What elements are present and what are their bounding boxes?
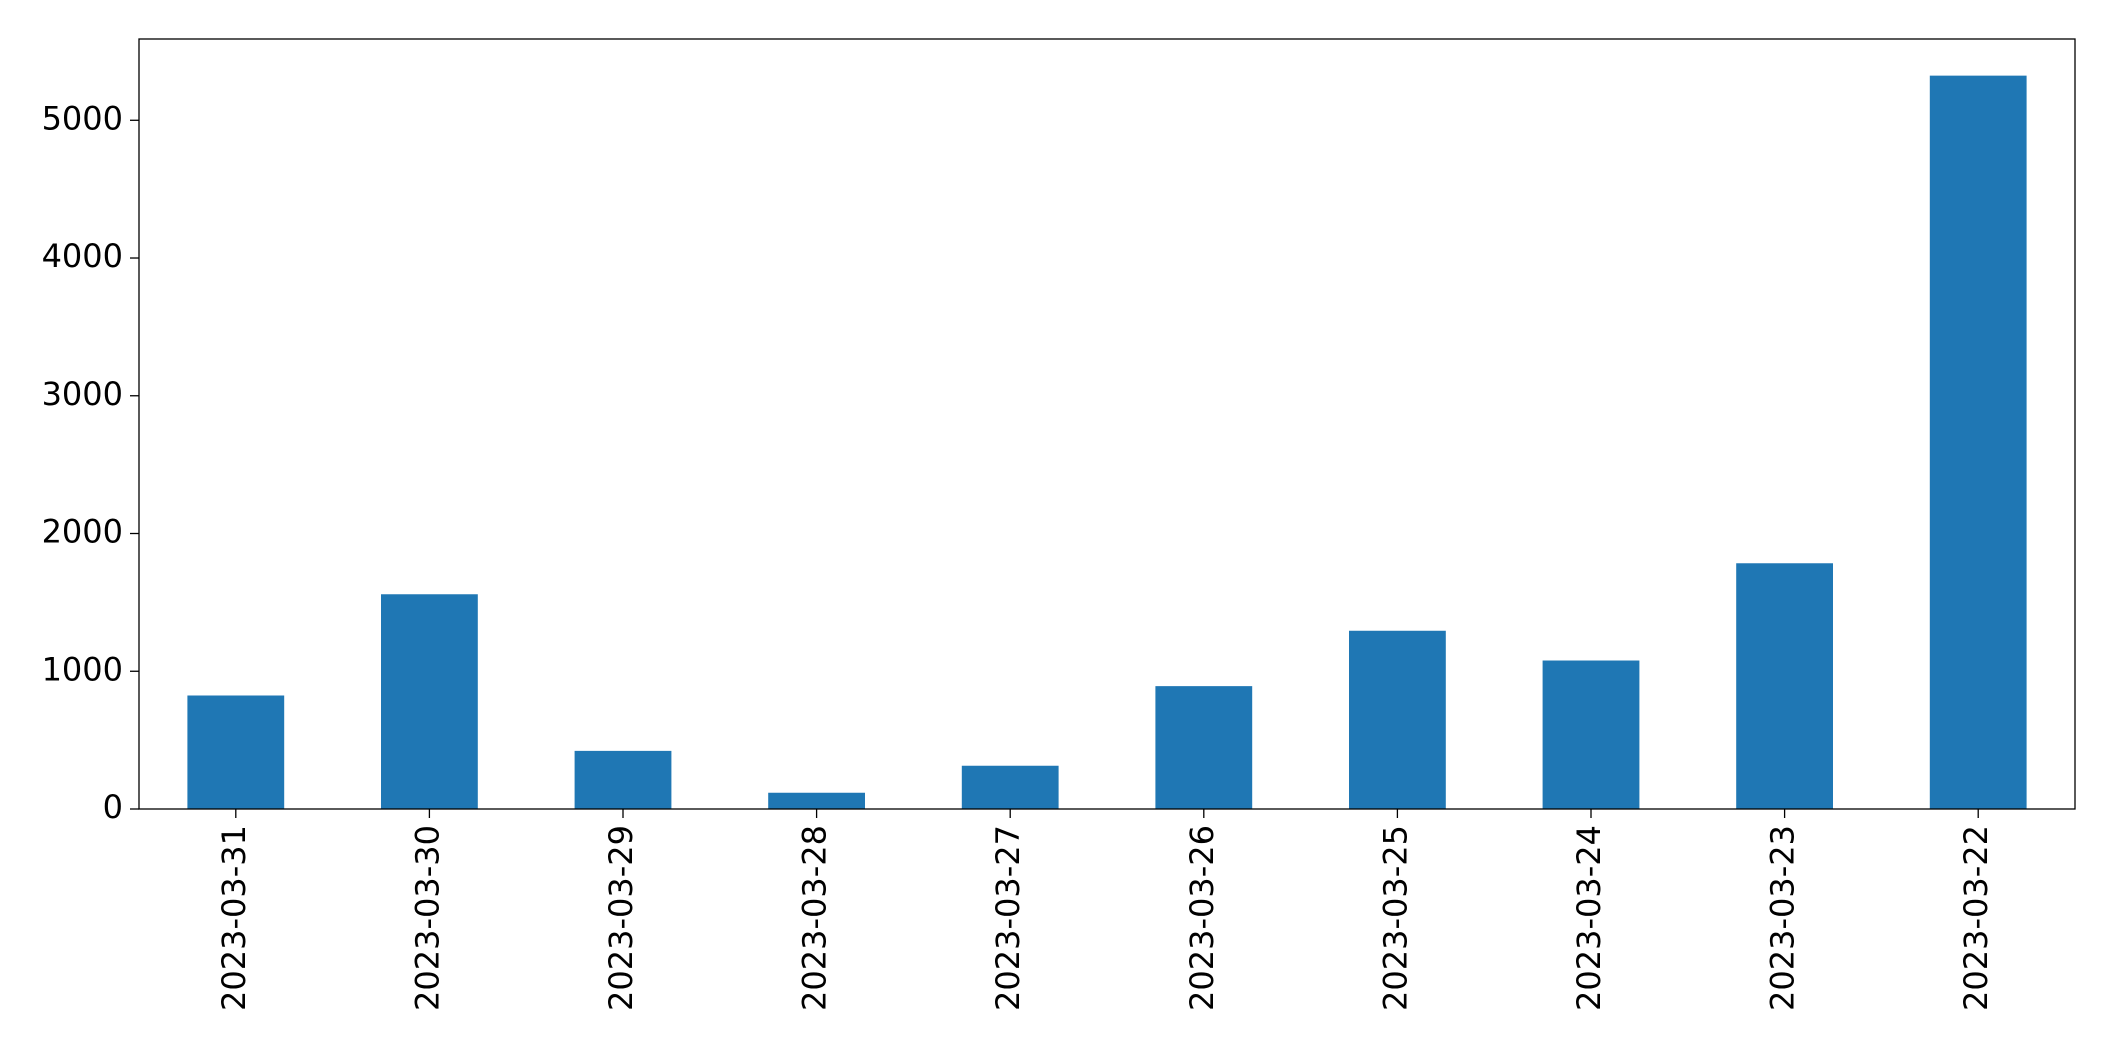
y-tick-label: 4000 bbox=[42, 237, 123, 275]
bar bbox=[1736, 563, 1833, 809]
axes-frame bbox=[138, 38, 2076, 810]
bar bbox=[768, 792, 865, 809]
x-tick-label: 2023-03-26 bbox=[1183, 825, 1221, 1011]
y-tick-label: 2000 bbox=[42, 513, 123, 551]
x-tick-label: 2023-03-23 bbox=[1764, 825, 1802, 1011]
bar bbox=[1155, 686, 1253, 809]
y-tick-label: 5000 bbox=[42, 99, 123, 137]
x-tick-label: 2023-03-25 bbox=[1376, 825, 1414, 1011]
bar bbox=[187, 695, 285, 809]
x-tick-label: 2023-03-29 bbox=[602, 825, 640, 1011]
x-tick-label: 2023-03-27 bbox=[989, 825, 1027, 1011]
bar bbox=[961, 765, 1059, 809]
x-tick-label: 2023-03-22 bbox=[1957, 825, 1995, 1011]
x-tick-label: 2023-03-31 bbox=[215, 825, 253, 1011]
bar bbox=[574, 750, 672, 809]
y-tick-label: 3000 bbox=[42, 375, 123, 413]
y-tick-label: 0 bbox=[103, 788, 123, 826]
bar bbox=[1542, 660, 1640, 809]
bar bbox=[1929, 75, 2027, 809]
x-tick-label: 2023-03-28 bbox=[796, 825, 834, 1011]
y-tick-label: 1000 bbox=[42, 650, 123, 688]
x-tick-label: 2023-03-24 bbox=[1570, 825, 1608, 1011]
bar bbox=[381, 594, 478, 809]
x-tick-label: 2023-03-30 bbox=[408, 825, 446, 1011]
bar bbox=[1349, 630, 1446, 809]
